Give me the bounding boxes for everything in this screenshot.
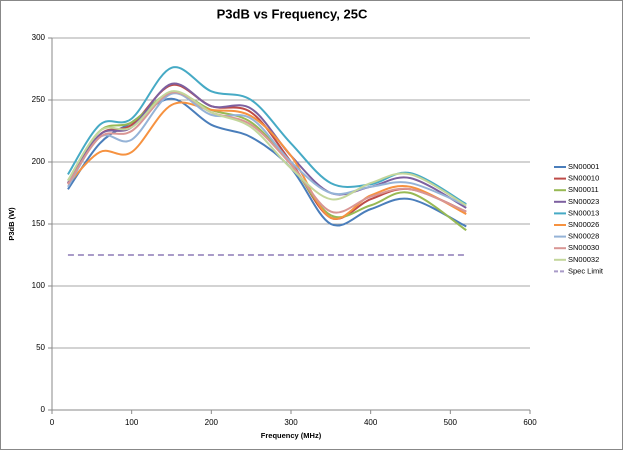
x-axis-label: Frequency (MHz) (261, 431, 322, 440)
legend-text: SN00026 (568, 220, 599, 229)
legend-text: SN00030 (568, 243, 599, 252)
y-tick-label: 0 (41, 405, 46, 414)
legend-text: SN00032 (568, 255, 599, 264)
series-line (67, 82, 467, 209)
series-line (67, 90, 467, 207)
x-tick-label: 500 (444, 418, 458, 427)
legend-text: Spec Limit (568, 266, 604, 275)
legend-text: SN00011 (568, 185, 599, 194)
y-tick-label: 100 (32, 281, 46, 290)
x-tick-label: 600 (523, 418, 537, 427)
y-axis-label: P3dB (W) (7, 207, 16, 241)
series-line (67, 91, 467, 214)
y-tick-label: 50 (36, 343, 45, 352)
x-tick-label: 100 (125, 418, 139, 427)
legend-text: SN00010 (568, 174, 599, 183)
x-tick-label: 300 (284, 418, 298, 427)
series-line (67, 92, 467, 207)
x-tick-label: 400 (364, 418, 378, 427)
y-tick-label: 150 (32, 219, 46, 228)
y-tick-label: 200 (32, 157, 46, 166)
legend-text: SN00001 (568, 162, 599, 171)
x-tick-label: 200 (205, 418, 219, 427)
y-tick-label: 300 (32, 33, 46, 42)
chart-title: P3dB vs Frequency, 25C (217, 6, 368, 21)
series-line (67, 66, 467, 206)
legend-text: SN00013 (568, 208, 599, 217)
legend-text: SN00028 (568, 232, 599, 241)
series-line (67, 101, 467, 220)
series-line (67, 91, 467, 232)
y-tick-label: 250 (32, 95, 46, 104)
x-tick-label: 0 (50, 418, 55, 427)
legend-text: SN00023 (568, 197, 599, 206)
